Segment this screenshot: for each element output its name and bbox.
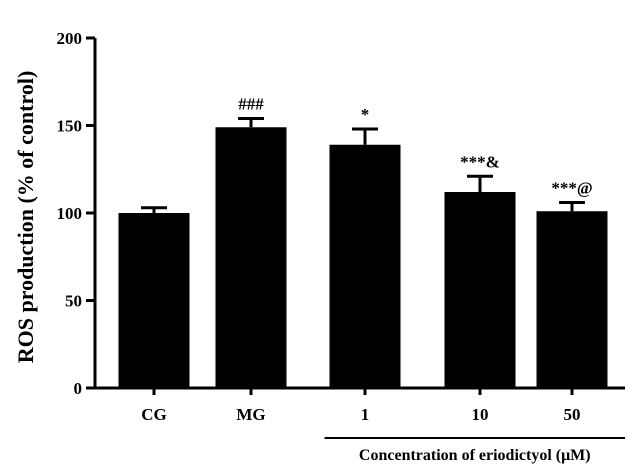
bar bbox=[215, 127, 287, 388]
bar bbox=[118, 213, 190, 388]
significance-label: ***@ bbox=[551, 179, 592, 198]
significance-label: ### bbox=[238, 95, 264, 114]
y-axis-label: ROS production (% of control) bbox=[13, 71, 38, 364]
significance-label: ***& bbox=[460, 152, 500, 171]
y-tick-label: 100 bbox=[57, 204, 83, 223]
x-tick-label: 50 bbox=[564, 405, 581, 424]
x-axis: CG MG 1 10 50 bbox=[95, 386, 625, 424]
x-tick-label: MG bbox=[236, 405, 265, 424]
x-axis-label: Concentration of eriodictyol (μM) bbox=[359, 447, 591, 464]
bar bbox=[329, 144, 401, 388]
y-tick-label: 200 bbox=[57, 29, 83, 48]
bar bbox=[444, 192, 516, 388]
y-tick-label: 150 bbox=[57, 117, 83, 136]
x-tick-label: CG bbox=[141, 405, 167, 424]
y-tick-label: 50 bbox=[65, 292, 82, 311]
x-tick-label: 10 bbox=[472, 405, 489, 424]
bars: ### * ***& ***@ bbox=[118, 95, 608, 388]
bar bbox=[536, 211, 608, 388]
y-axis: 0 50 100 150 200 bbox=[57, 29, 97, 398]
y-tick-label: 0 bbox=[74, 379, 83, 398]
x-tick-label: 1 bbox=[361, 405, 370, 424]
significance-label: * bbox=[361, 105, 370, 124]
